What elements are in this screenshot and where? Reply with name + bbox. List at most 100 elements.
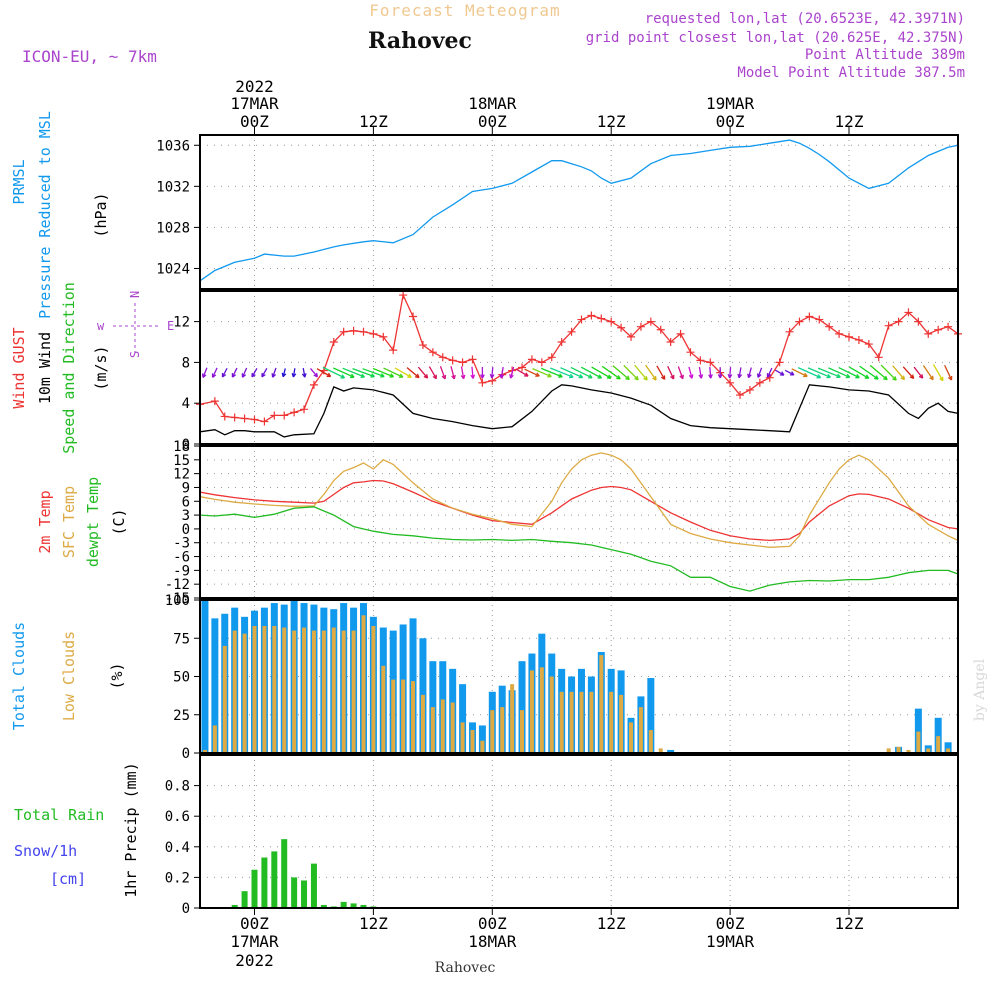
bar-low-clouds: [599, 655, 604, 753]
wind-arrow-shaft: [212, 367, 218, 378]
point-altitude: Point Altitude 389m: [805, 47, 965, 63]
bar-low-clouds: [212, 725, 217, 753]
wind-arrow: [316, 368, 332, 378]
wind-arrow-head: [947, 375, 953, 381]
y-tick-label: 0: [182, 901, 190, 917]
wind-arrow-shaft: [728, 367, 732, 379]
series-line-prmsl: [199, 139, 959, 282]
model-name: ICON-EU, ~ 7km: [22, 47, 157, 66]
top-tick-label: 00Z: [716, 112, 745, 131]
bar-low-clouds: [946, 748, 951, 753]
y-tick-label: 4: [182, 396, 190, 412]
wind-arrow-head: [660, 375, 666, 380]
gust-marker: [418, 341, 427, 350]
wind-arrow: [677, 366, 684, 380]
wind-arrow: [667, 365, 675, 380]
gust-marker: [399, 291, 408, 300]
gust-marker: [349, 326, 358, 335]
gust-marker: [607, 317, 616, 326]
y-tick-label: 1032: [156, 179, 190, 195]
y-tick-label: 0: [182, 522, 190, 538]
compass-south: S: [128, 351, 142, 358]
bar-total-clouds: [944, 742, 952, 753]
bar-total-clouds: [518, 661, 526, 753]
wind-arrow: [756, 367, 763, 378]
wind-arrow-shaft: [869, 365, 888, 381]
bar-low-clouds: [520, 710, 525, 753]
bar-low-clouds: [589, 691, 594, 753]
wind-arrow-shaft: [394, 367, 412, 378]
wind-arrow-shaft: [757, 367, 763, 378]
bar-low-clouds: [321, 630, 326, 753]
wind-arrow: [817, 367, 841, 379]
compass-cross: [113, 303, 160, 353]
wind-arrow: [747, 367, 752, 379]
wind-arrow: [322, 366, 346, 379]
wind-arrow-shaft: [251, 368, 258, 378]
product-title: Forecast Meteogram: [369, 1, 560, 20]
bar-low-clouds: [430, 707, 435, 753]
wind-arrow-shaft: [634, 364, 648, 381]
gust-marker: [270, 411, 279, 420]
wind-arrow-head: [606, 374, 612, 379]
wind-arrow-shaft: [698, 366, 703, 379]
bar-total-rain: [241, 891, 248, 908]
wind-arrow-shaft: [333, 367, 355, 378]
bottom-tick-label: 12Z: [835, 914, 864, 933]
bar-total-clouds: [459, 684, 467, 753]
gust-marker: [577, 315, 586, 324]
gust-marker: [627, 332, 636, 341]
wind-arrow: [560, 367, 584, 379]
wind-arrow: [717, 367, 723, 379]
series-line-dewpt-temp: [199, 506, 959, 592]
bar-low-clouds: [202, 749, 207, 753]
bar-low-clouds: [252, 626, 257, 753]
bar-low-clouds: [450, 702, 455, 753]
bar-low-clouds: [549, 676, 554, 753]
wind-arrow-shaft: [932, 364, 944, 382]
wind-arrow: [406, 367, 420, 379]
top-tick-label: 12Z: [835, 112, 864, 131]
wind-arrow-head: [291, 372, 297, 378]
wind-arrow-head: [816, 374, 822, 379]
wind-arrow-shaft: [428, 366, 437, 379]
bar-total-rain: [281, 839, 288, 908]
wind-arrow-shaft: [738, 367, 742, 378]
bar-low-clouds: [420, 694, 425, 753]
wind-arrow-head: [211, 373, 217, 378]
gust-marker: [547, 353, 556, 362]
requested-coords: requested lon,lat (20.6523E, 42.3971N): [645, 11, 965, 27]
gust-marker: [567, 327, 576, 336]
bottom-tick-label: 12Z: [359, 914, 388, 933]
wind-arrow-head: [370, 373, 375, 378]
top-tick-label: 17MAR: [230, 94, 279, 113]
wind-arrow-shaft: [775, 369, 785, 376]
gust-marker: [309, 380, 318, 389]
wind-arrow-shaft: [550, 367, 574, 378]
wind-arrow: [524, 368, 540, 377]
bar-low-clouds: [242, 633, 247, 753]
gust-marker: [805, 312, 814, 321]
wind-arrow: [828, 367, 851, 379]
wind-arrow-shaft: [645, 364, 657, 381]
gust-marker: [290, 408, 299, 417]
gust-marker: [874, 353, 883, 362]
wind-arrow-shaft: [560, 367, 583, 379]
wind-arrow-shaft: [747, 367, 752, 378]
bar-low-clouds: [411, 681, 416, 753]
bar-low-clouds: [480, 740, 485, 753]
wind-arrow-shaft: [491, 367, 494, 379]
panel-label-4-1: Snow/1h: [14, 842, 77, 860]
gust-marker: [537, 358, 546, 367]
gust-marker: [745, 385, 754, 394]
y-axis-label: (%): [108, 662, 126, 689]
wind-arrow: [460, 366, 466, 380]
gust-marker: [934, 325, 943, 334]
series-line-10m-wind: [199, 384, 959, 438]
bar-low-clouds: [311, 630, 316, 753]
wind-arrow: [688, 366, 694, 379]
gust-marker: [944, 322, 953, 331]
panel-frame: [199, 134, 959, 290]
wind-arrow-head: [864, 374, 870, 379]
